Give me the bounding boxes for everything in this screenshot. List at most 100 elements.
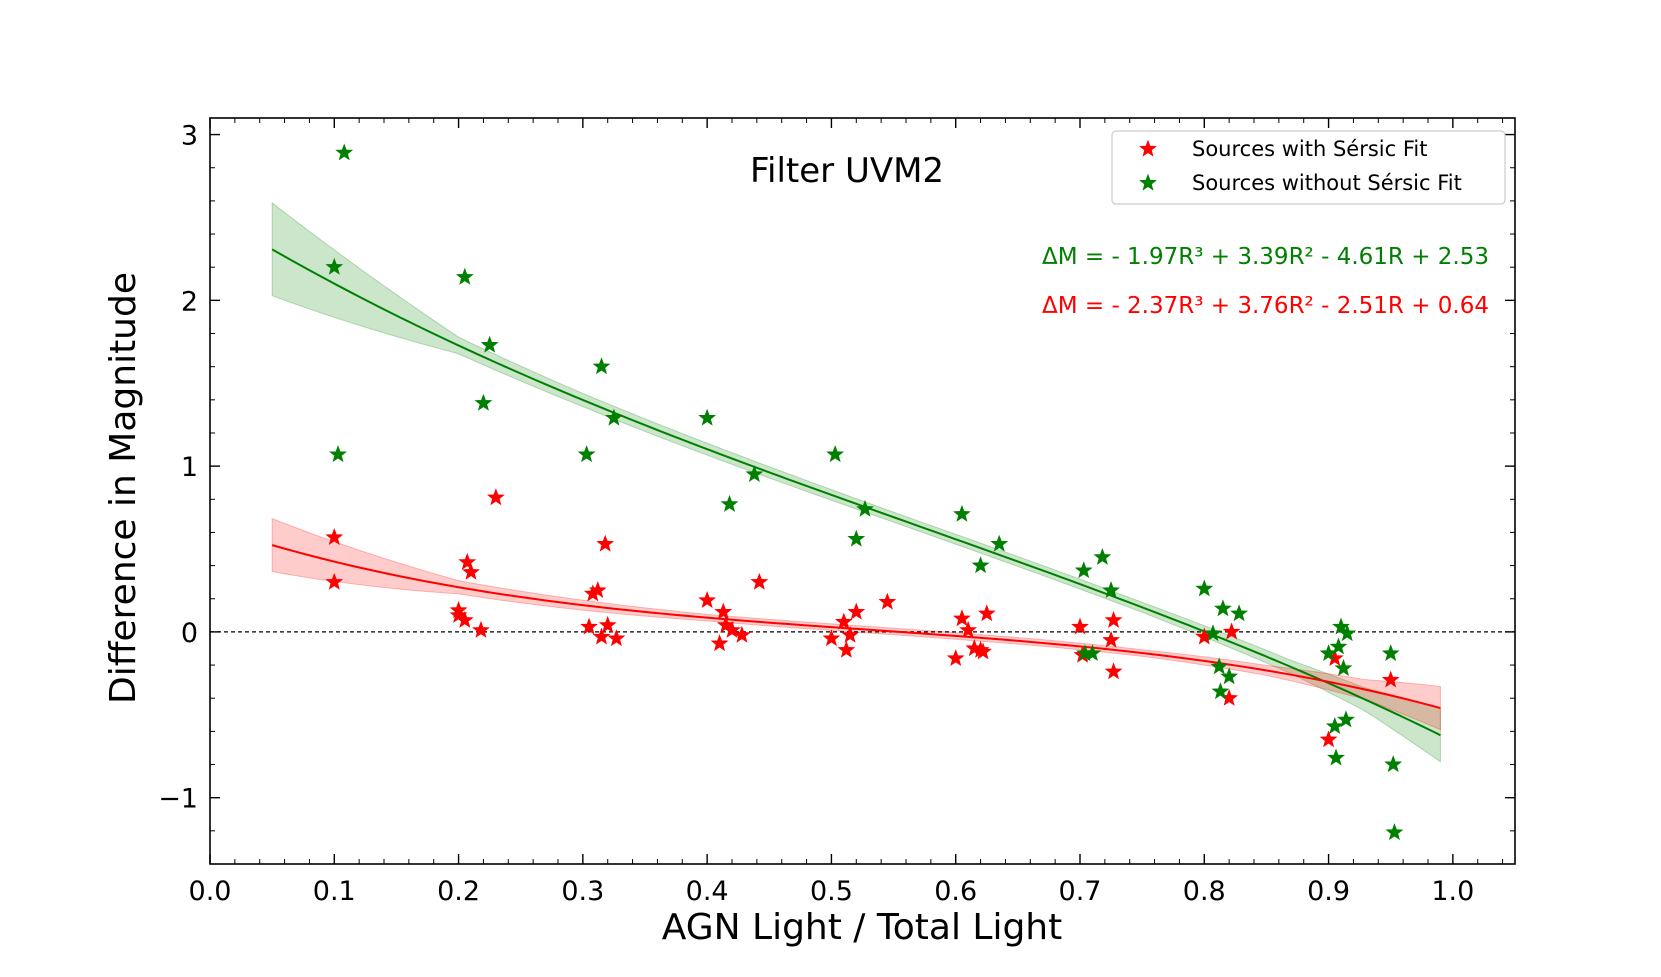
point-without-sersic	[1332, 617, 1350, 635]
point-without-sersic	[720, 494, 739, 512]
y-tick-label: 1	[181, 452, 198, 483]
point-without-sersic	[1074, 561, 1093, 579]
point-with-sersic	[959, 620, 978, 638]
point-with-sersic	[325, 572, 344, 590]
point-without-sersic	[1325, 717, 1344, 734]
red-fit-line	[271, 544, 1441, 710]
point-without-sersic	[1334, 659, 1353, 676]
point-with-sersic	[486, 488, 505, 506]
point-without-sersic	[1338, 624, 1357, 642]
x-tick-label: 0.3	[561, 876, 604, 907]
point-with-sersic	[714, 602, 733, 620]
y-tick-label: 3	[181, 121, 198, 152]
point-with-sersic	[953, 609, 971, 627]
x-tick-labels: 0.0 0.1 0.2 0.3 0.4 0.5 0.6 0.7 0.8 0.9 1.0	[189, 876, 1475, 907]
point-with-sersic	[946, 649, 965, 667]
point-with-sersic	[325, 528, 344, 545]
point-with-sersic	[1104, 610, 1123, 628]
point-without-sersic	[474, 393, 493, 411]
x-tick-label: 0.1	[313, 876, 356, 907]
axis-ticks	[209, 118, 1515, 865]
point-without-sersic	[455, 267, 474, 285]
green-fit-equation: ΔM = - 1.97R³ + 3.39R² - 4.61R + 2.53	[1042, 244, 1489, 270]
x-tick-label: 0.5	[810, 876, 853, 907]
legend-marker-with-sersic	[1139, 139, 1157, 157]
point-without-sersic	[826, 445, 845, 463]
chart-title: Filter UVM2	[750, 151, 944, 191]
point-with-sersic	[847, 602, 866, 620]
legend-marker-without-sersic	[1139, 173, 1157, 191]
point-without-sersic	[335, 143, 354, 161]
x-tick-label: 0.7	[1059, 876, 1102, 907]
point-with-sersic	[1102, 630, 1120, 648]
point-with-sersic	[834, 612, 853, 630]
point-with-sersic	[750, 572, 769, 590]
data-points	[325, 143, 1404, 841]
point-with-sersic	[977, 604, 996, 622]
point-with-sersic	[455, 610, 474, 628]
point-without-sersic	[1195, 579, 1214, 597]
point-with-sersic	[588, 581, 607, 599]
point-without-sersic	[745, 465, 764, 482]
point-with-sersic	[462, 562, 480, 580]
x-axis-label: AGN Light / Total Light	[662, 907, 1062, 948]
legend: Sources with Sérsic Fit Sources without …	[1111, 130, 1506, 205]
point-with-sersic	[592, 627, 611, 645]
point-without-sersic	[953, 504, 971, 522]
green-fit-line	[271, 248, 1441, 737]
point-without-sersic	[971, 556, 990, 574]
point-without-sersic	[1220, 667, 1239, 685]
point-with-sersic	[449, 601, 468, 618]
red-fit-band	[271, 517, 1441, 731]
point-without-sersic	[1093, 547, 1112, 565]
point-without-sersic	[698, 408, 717, 426]
legend-box	[1111, 130, 1506, 205]
point-without-sersic	[1210, 657, 1229, 675]
point-without-sersic	[856, 499, 874, 517]
point-with-sersic	[1319, 730, 1338, 748]
point-with-sersic	[822, 629, 841, 647]
y-tick-label: 0	[181, 618, 198, 649]
point-without-sersic	[1385, 823, 1404, 841]
legend-label-with-sersic: Sources with Sérsic Fit	[1192, 137, 1427, 161]
point-without-sersic	[1102, 581, 1120, 599]
point-with-sersic	[878, 592, 897, 610]
y-tick-label: 2	[181, 286, 198, 317]
y-tick-labels: −1 0 1 2 3	[158, 121, 198, 815]
y-axis-label: Difference in Magnitude	[103, 272, 144, 704]
point-with-sersic	[1222, 622, 1241, 640]
point-with-sersic	[1071, 617, 1089, 635]
point-without-sersic	[1230, 604, 1248, 622]
point-with-sersic	[974, 642, 992, 660]
x-tick-label: 0.8	[1183, 876, 1226, 907]
legend-label-without-sersic: Sources without Sérsic Fit	[1192, 171, 1462, 195]
point-without-sersic	[1384, 755, 1403, 773]
x-tick-label: 0.0	[189, 876, 232, 907]
x-tick-label: 0.9	[1307, 876, 1350, 907]
legend-markers	[1139, 139, 1157, 191]
x-tick-label: 0.4	[686, 876, 729, 907]
point-with-sersic	[723, 620, 741, 638]
point-without-sersic	[1327, 748, 1345, 766]
point-with-sersic	[598, 615, 617, 633]
point-with-sersic	[607, 629, 626, 647]
fit-lines	[271, 248, 1441, 737]
point-without-sersic	[1214, 599, 1232, 617]
point-without-sersic	[1329, 637, 1348, 655]
point-without-sersic	[329, 445, 347, 463]
point-with-sersic	[710, 634, 729, 652]
point-without-sersic	[990, 534, 1009, 552]
point-without-sersic	[1381, 644, 1400, 662]
point-without-sersic	[605, 408, 623, 426]
x-tick-label: 1.0	[1431, 876, 1474, 907]
y-tick-label: −1	[158, 784, 198, 815]
point-with-sersic	[698, 591, 717, 608]
point-with-sersic	[837, 640, 856, 658]
point-without-sersic	[1337, 710, 1355, 728]
x-tick-label: 0.2	[437, 876, 480, 907]
point-with-sersic	[580, 617, 598, 635]
point-without-sersic	[577, 445, 596, 463]
plot-frame	[209, 117, 1516, 865]
confidence-bands	[271, 201, 1441, 763]
